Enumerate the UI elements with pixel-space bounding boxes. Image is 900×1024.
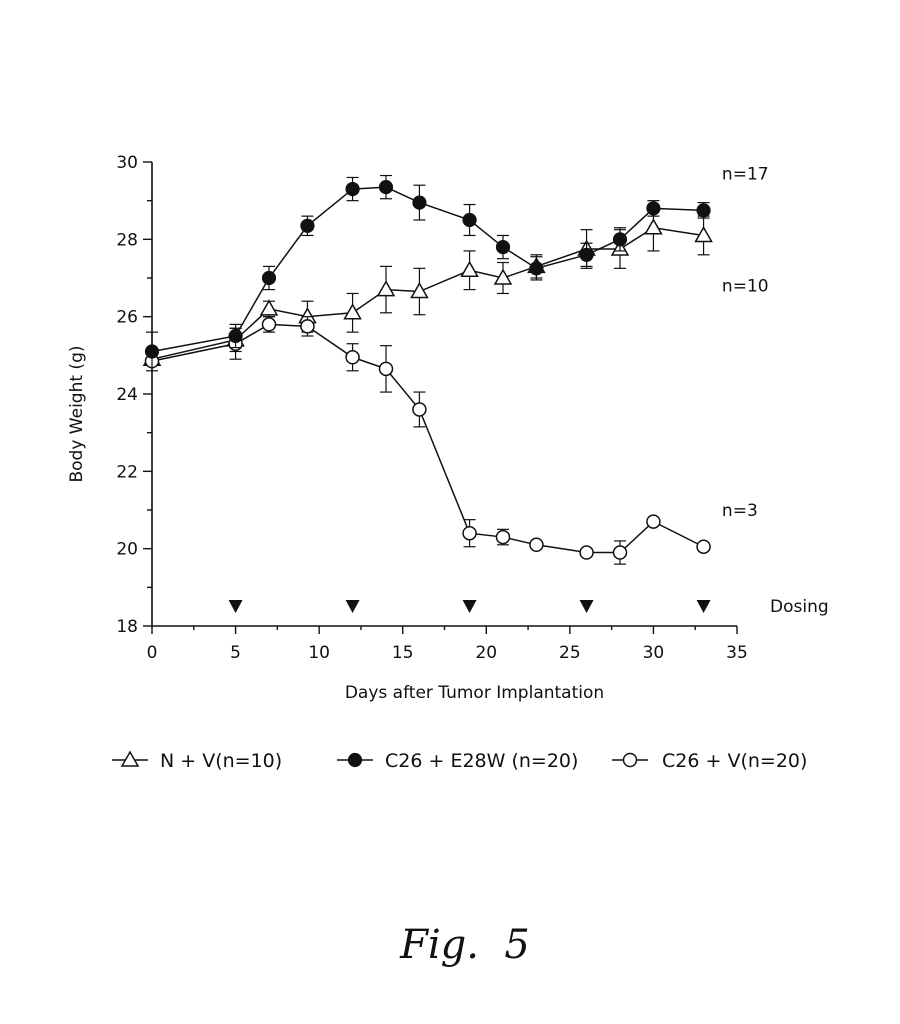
- filled-circle-marker: [412, 195, 427, 210]
- y-tick-label: 22: [116, 462, 138, 482]
- x-tick-label: 10: [308, 643, 330, 663]
- filled-circle-marker: [378, 180, 394, 195]
- series-line: [151, 186, 704, 353]
- dosing-marker: [228, 600, 243, 613]
- legend-marker-open-circle: [612, 752, 648, 768]
- y-tick-label: 28: [116, 230, 138, 250]
- triangle-marker: [694, 225, 713, 243]
- y-tick-label: 30: [116, 153, 138, 173]
- legend: N + V(n=10) C26 + E28W (n=20) C26 + V(n=…: [112, 750, 807, 772]
- triangle-marker: [493, 268, 513, 285]
- y-tick-label: 26: [116, 308, 138, 328]
- triangle-marker: [460, 260, 479, 278]
- x-tick-label: 25: [559, 643, 581, 663]
- filled-circle-marker: [462, 212, 477, 228]
- legend-item-c26-e28w: C26 + E28W (n=20): [337, 750, 578, 772]
- open-circle-marker: [696, 539, 711, 554]
- open-circle-marker: [378, 361, 394, 377]
- legend-marker-triangle: [112, 750, 148, 767]
- open-circle-marker: [462, 525, 477, 541]
- filled-circle-marker: [529, 261, 544, 276]
- annotations: n=17 n=10 n=3: [722, 165, 769, 521]
- filled-circle-marker: [646, 201, 661, 216]
- open-circle-marker: [261, 317, 277, 332]
- triangle-marker: [259, 299, 279, 316]
- open-circle-marker: [612, 545, 628, 560]
- open-circle-marker: [622, 752, 638, 768]
- y-tick-label: 24: [116, 385, 138, 405]
- triangle-marker: [644, 218, 663, 235]
- open-circle-marker: [529, 537, 544, 553]
- legend-label-c26-v: C26 + V(n=20): [662, 750, 807, 772]
- filled-circle-marker: [579, 247, 594, 262]
- legend-item-n-v: N + V(n=10): [112, 750, 282, 772]
- y-tick-label: 20: [116, 540, 138, 560]
- triangle-marker: [120, 750, 140, 767]
- x-tick-label: 30: [643, 643, 665, 663]
- dosing-label: Dosing: [770, 597, 829, 617]
- series-1: [144, 174, 711, 372]
- legend-label-n-v: N + V(n=10): [160, 750, 282, 772]
- legend-marker-filled-circle: [337, 752, 373, 768]
- annotation-n10: n=10: [722, 277, 769, 297]
- triangle-marker: [343, 303, 362, 320]
- series-2: [144, 316, 711, 565]
- series-layer: [142, 174, 713, 565]
- dosing-markers: Dosing: [228, 597, 829, 617]
- triangle-marker: [410, 282, 429, 299]
- figure-caption: Fig. 5: [399, 922, 530, 968]
- annotation-n17: n=17: [722, 165, 769, 185]
- filled-circle-marker: [347, 752, 363, 768]
- series-line: [151, 226, 704, 360]
- legend-item-c26-v: C26 + V(n=20): [612, 750, 807, 772]
- dosing-marker: [579, 600, 594, 613]
- open-circle-marker: [300, 319, 315, 334]
- x-tick-label: 5: [230, 643, 241, 663]
- open-circle-marker: [345, 350, 360, 365]
- filled-circle-marker: [261, 270, 277, 286]
- dosing-marker: [696, 600, 711, 613]
- x-tick-label: 35: [726, 643, 748, 663]
- annotation-n3: n=3: [722, 501, 758, 521]
- dosing-marker: [462, 600, 477, 613]
- legend-label-c26-e28w: C26 + E28W (n=20): [385, 750, 578, 772]
- y-tick-label: 18: [116, 617, 138, 637]
- open-circle-marker: [495, 529, 511, 545]
- y-axis-title: Body Weight (g): [67, 345, 87, 482]
- open-circle-marker: [412, 402, 427, 417]
- x-tick-label: 20: [475, 643, 497, 663]
- dosing-marker: [345, 600, 360, 613]
- x-axis-title: Days after Tumor Implantation: [345, 683, 604, 703]
- open-circle-marker: [579, 545, 594, 560]
- open-circle-marker: [646, 514, 661, 529]
- x-tick-label: 0: [147, 643, 158, 663]
- filled-circle-marker: [495, 239, 511, 255]
- filled-circle-marker: [696, 203, 711, 218]
- filled-circle-marker: [144, 344, 160, 359]
- triangle-marker: [376, 280, 396, 297]
- filled-circle-marker: [612, 232, 628, 247]
- filled-circle-marker: [228, 328, 243, 344]
- chart-axes: 0 5 10 15 20 25 30 35 18 20 22 24 26 28 30: [116, 153, 747, 663]
- filled-circle-marker: [300, 218, 315, 233]
- filled-circle-marker: [345, 181, 360, 197]
- x-tick-label: 15: [392, 643, 414, 663]
